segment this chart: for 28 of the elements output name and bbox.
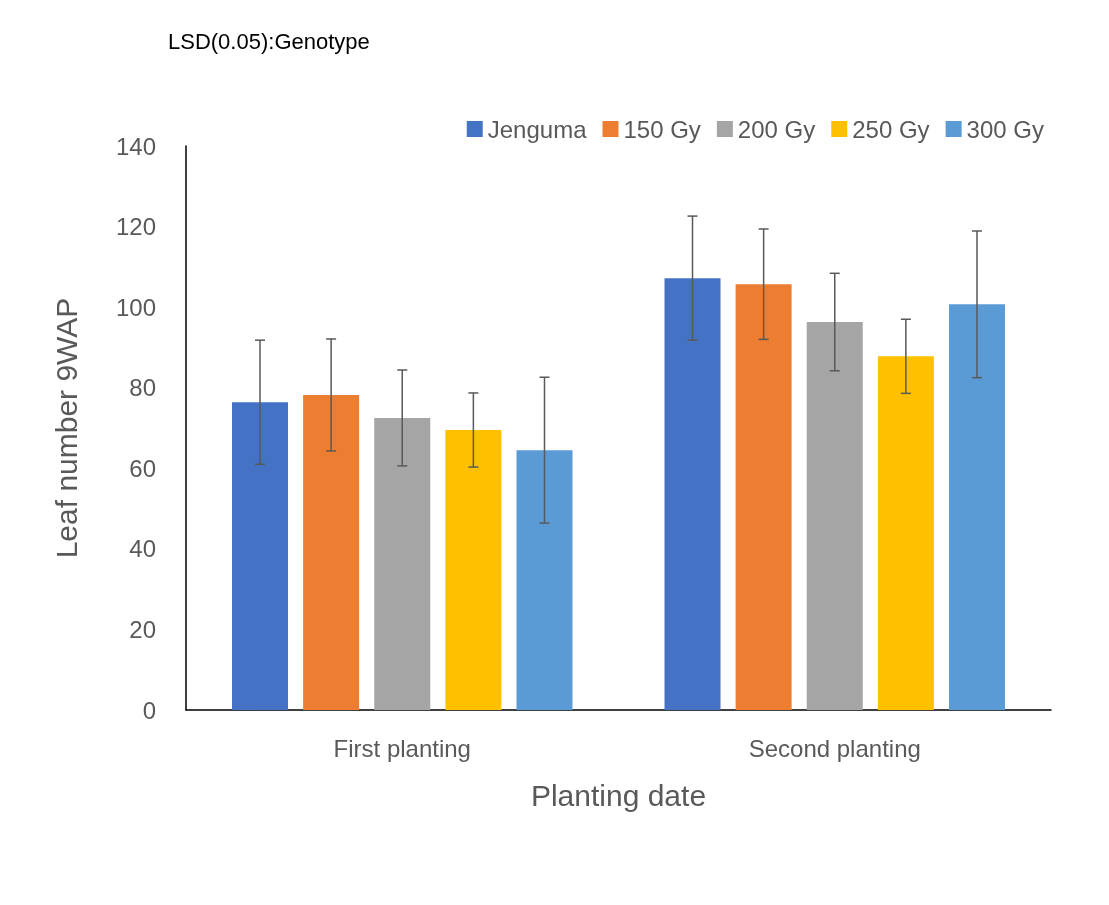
legend-label: Jenguma [487, 115, 588, 143]
legend-label: 150 Gy [623, 115, 701, 143]
text: LSD(0.05):Genotype [168, 28, 370, 54]
bar [664, 278, 721, 710]
bar [516, 450, 573, 710]
y-tick-label: 80 [129, 374, 156, 402]
y-tick-label: 0 [142, 696, 156, 724]
bar [877, 356, 934, 710]
bar [806, 322, 863, 710]
legend-label: 300 Gy [966, 115, 1045, 143]
x-axis-title: Planting date [530, 778, 707, 812]
x-tick-label: Second planting [748, 734, 921, 762]
legend-label: 200 Gy [737, 115, 816, 143]
bar [735, 284, 792, 710]
bar [948, 304, 1005, 710]
y-tick-label: 20 [129, 615, 156, 643]
bar [303, 394, 360, 710]
bar [445, 430, 502, 710]
y-tick-label: 60 [129, 454, 156, 482]
x-tick-label: First planting [333, 734, 471, 762]
bar [232, 402, 289, 710]
legend-label: 250 Gy [852, 115, 930, 143]
bar [374, 417, 431, 710]
y-tick-label: 40 [129, 535, 156, 563]
y-tick-label: 120 [115, 213, 156, 241]
y-tick-label: 140 [115, 132, 156, 160]
y-tick-label: 100 [115, 293, 156, 321]
y-axis-title: Leaf number 9WAP [49, 297, 83, 559]
